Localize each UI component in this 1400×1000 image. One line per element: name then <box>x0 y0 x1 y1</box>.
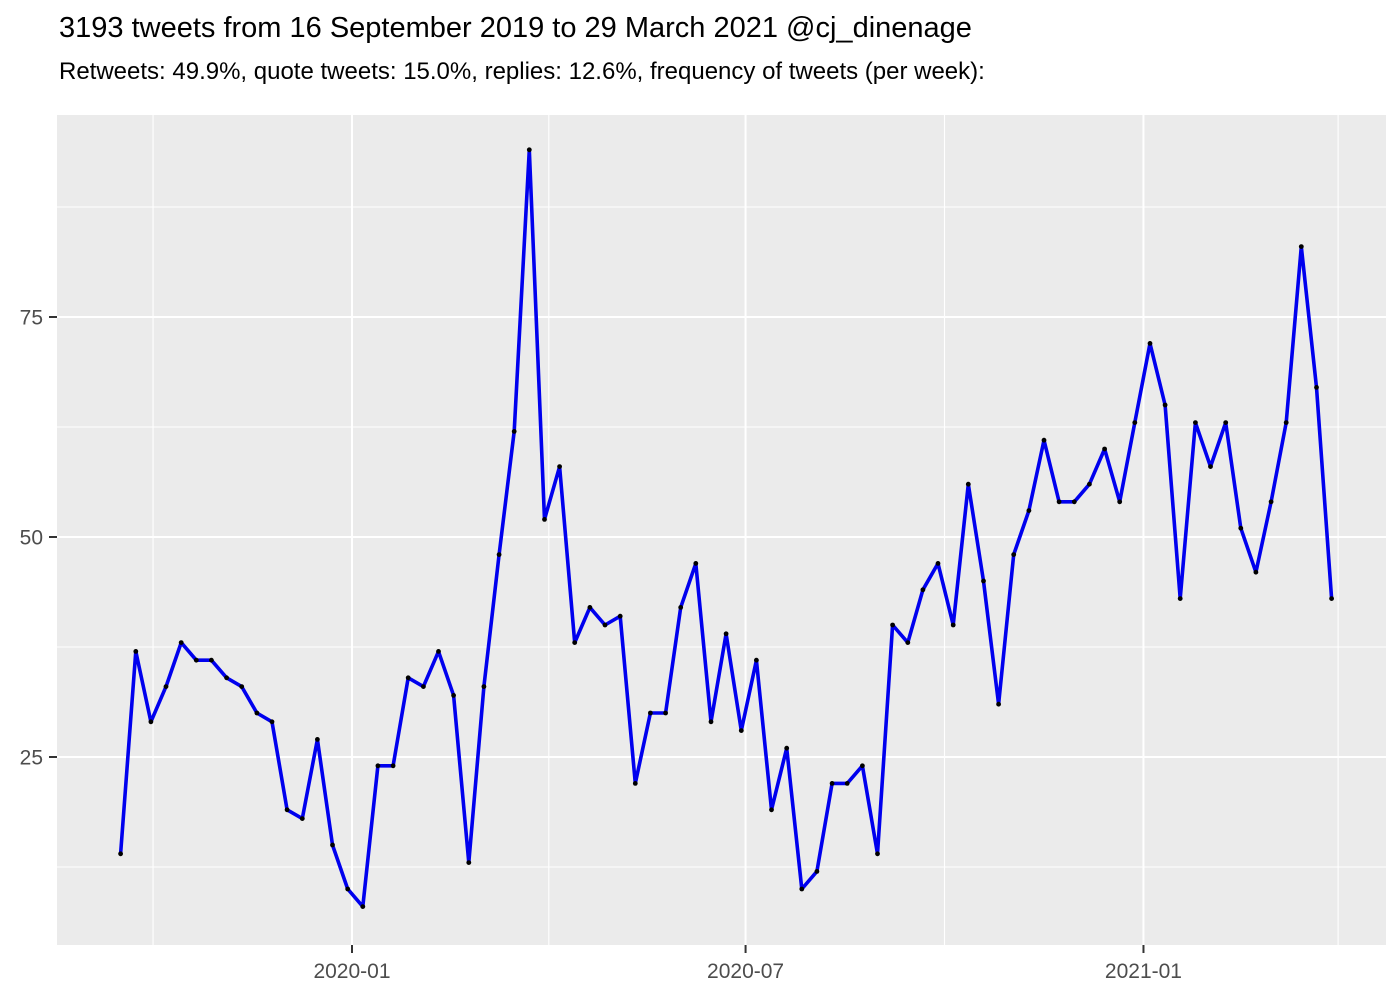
data-point <box>163 684 169 689</box>
data-point <box>118 851 123 857</box>
data-point <box>1268 499 1274 505</box>
data-point <box>284 807 290 813</box>
data-point <box>754 657 759 663</box>
data-point <box>1056 499 1062 505</box>
y-axis-tick-label: 50 <box>20 527 43 550</box>
y-axis-tick-label: 75 <box>20 307 43 330</box>
data-point <box>723 631 729 637</box>
data-point <box>920 587 926 593</box>
data-point <box>1162 402 1168 408</box>
data-point <box>178 640 184 645</box>
data-point <box>1147 341 1153 346</box>
data-point <box>769 807 774 813</box>
data-point <box>1087 481 1092 487</box>
data-point <box>1298 244 1304 250</box>
data-point <box>299 816 305 821</box>
data-point <box>648 710 653 716</box>
data-point <box>1117 499 1123 505</box>
data-point <box>829 781 835 786</box>
data-point <box>330 842 335 848</box>
data-point <box>617 613 623 619</box>
data-point <box>1283 420 1289 425</box>
data-point <box>799 886 805 892</box>
data-point <box>1238 525 1244 531</box>
data-point <box>996 701 1001 707</box>
data-point <box>814 869 820 874</box>
data-point <box>890 622 895 628</box>
data-point <box>133 649 139 654</box>
data-point <box>784 745 790 751</box>
data-point <box>860 763 865 769</box>
data-point <box>481 684 487 689</box>
data-point <box>663 710 668 716</box>
data-point <box>1132 420 1138 425</box>
data-point <box>632 781 638 786</box>
data-point <box>526 147 532 153</box>
data-point <box>1193 420 1198 425</box>
data-point <box>496 552 502 557</box>
data-point <box>209 657 214 663</box>
data-point <box>1314 385 1319 390</box>
data-point <box>1071 499 1077 505</box>
data-point <box>844 781 850 786</box>
data-point <box>193 657 199 663</box>
data-point <box>693 561 699 566</box>
x-axis-tick-label: 2020-01 <box>313 960 390 983</box>
data-point <box>315 737 320 742</box>
data-point <box>1329 596 1334 601</box>
data-point <box>1177 596 1183 601</box>
data-point <box>269 719 275 725</box>
data-point <box>254 710 260 716</box>
data-point <box>239 684 245 689</box>
data-point <box>542 517 547 522</box>
data-point <box>466 860 472 865</box>
data-point <box>572 640 578 645</box>
data-point <box>1223 420 1229 425</box>
data-point <box>436 649 441 654</box>
data-point <box>345 886 351 892</box>
data-point <box>935 561 941 566</box>
data-point <box>587 605 593 610</box>
data-point <box>738 728 744 733</box>
data-point <box>708 719 714 725</box>
plot-panel <box>57 115 1386 945</box>
y-axis-tick-label: 25 <box>20 747 43 770</box>
data-point <box>1208 464 1213 469</box>
data-point <box>1253 569 1259 575</box>
data-point <box>1026 508 1032 513</box>
data-point <box>875 851 880 857</box>
x-axis-tick-label: 2021-01 <box>1105 960 1182 983</box>
data-point <box>390 763 396 769</box>
data-point <box>375 763 381 769</box>
data-point <box>602 622 608 628</box>
data-point <box>678 605 684 610</box>
data-point <box>224 675 230 681</box>
data-point <box>557 464 562 469</box>
data-point <box>360 904 366 909</box>
data-point <box>451 693 456 698</box>
x-axis-tick-label: 2020-07 <box>707 960 784 983</box>
chart-title: 3193 tweets from 16 September 2019 to 29… <box>59 12 972 44</box>
data-point <box>905 640 911 645</box>
data-point <box>950 622 956 628</box>
data-point <box>148 719 154 725</box>
data-point <box>1011 552 1017 557</box>
data-point <box>421 684 426 689</box>
data-point <box>981 578 986 584</box>
data-point <box>511 429 517 434</box>
chart-subtitle: Retweets: 49.9%, quote tweets: 15.0%, re… <box>59 58 985 85</box>
data-point <box>965 481 971 487</box>
data-point <box>1041 437 1047 443</box>
data-point <box>405 675 411 681</box>
data-point <box>1102 446 1107 452</box>
